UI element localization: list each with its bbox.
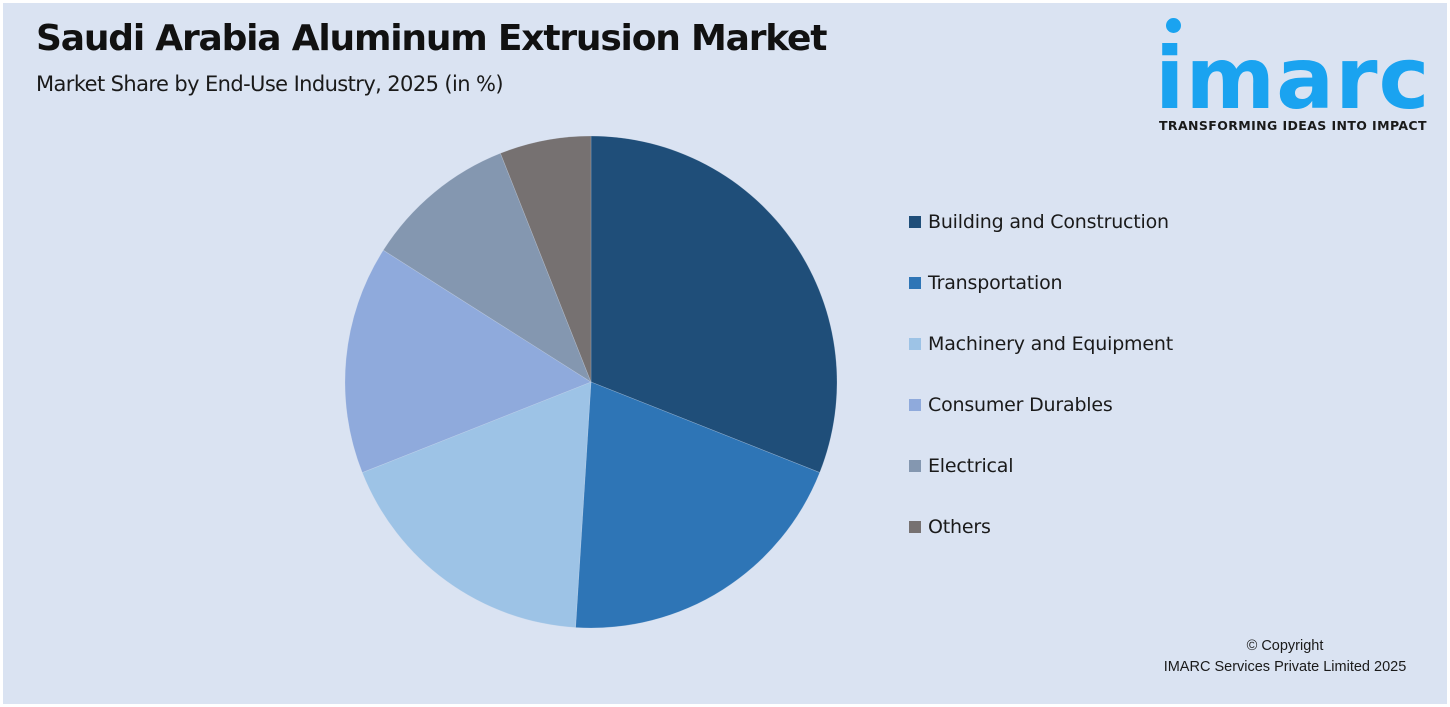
chart-title: Saudi Arabia Aluminum Extrusion Market	[36, 18, 827, 59]
legend-item: Consumer Durables	[909, 391, 1173, 419]
legend-swatch-icon	[909, 399, 921, 411]
legend-swatch-icon	[909, 521, 921, 533]
copyright-notice: © Copyright IMARC Services Private Limit…	[1140, 636, 1430, 678]
pie-chart	[344, 135, 838, 629]
pie-slice-machinery-and-equipment	[361, 381, 592, 628]
copyright-line-2: IMARC Services Private Limited 2025	[1163, 659, 1407, 675]
logo-dot-icon	[1166, 18, 1181, 33]
legend-label: Machinery and Equipment	[928, 333, 1173, 355]
legend-label: Transportation	[928, 272, 1063, 294]
pie-slice-building-and-construction	[590, 135, 838, 473]
legend-item: Building and Construction	[909, 208, 1173, 236]
legend-swatch-icon	[909, 338, 921, 350]
chart-legend: Building and Construction Transportation M…	[909, 208, 1173, 574]
legend-item: Others	[909, 513, 1173, 541]
legend-label: Building and Construction	[928, 211, 1169, 233]
logo-tagline: TRANSFORMING IDEAS INTO IMPACT	[1159, 118, 1427, 133]
legend-item: Electrical	[909, 452, 1173, 480]
pie-slice-transportation	[575, 381, 821, 629]
logo-wordmark: imarc	[1155, 29, 1431, 129]
legend-swatch-icon	[909, 277, 921, 289]
legend-item: Machinery and Equipment	[909, 330, 1173, 358]
pie-slice-electrical	[382, 152, 592, 383]
legend-label: Others	[928, 516, 991, 538]
chart-subtitle: Market Share by End-Use Industry, 2025 (…	[36, 72, 504, 96]
copyright-line-1: © Copyright	[1246, 638, 1324, 654]
legend-swatch-icon	[909, 216, 921, 228]
legend-label: Consumer Durables	[928, 394, 1113, 416]
pie-slice-others	[500, 135, 592, 383]
legend-label: Electrical	[928, 455, 1014, 477]
imarc-logo: imarc TRANSFORMING IDEAS INTO IMPACT	[1155, 16, 1435, 136]
legend-item: Transportation	[909, 269, 1173, 297]
legend-swatch-icon	[909, 460, 921, 472]
pie-slice-consumer-durables	[344, 249, 592, 473]
